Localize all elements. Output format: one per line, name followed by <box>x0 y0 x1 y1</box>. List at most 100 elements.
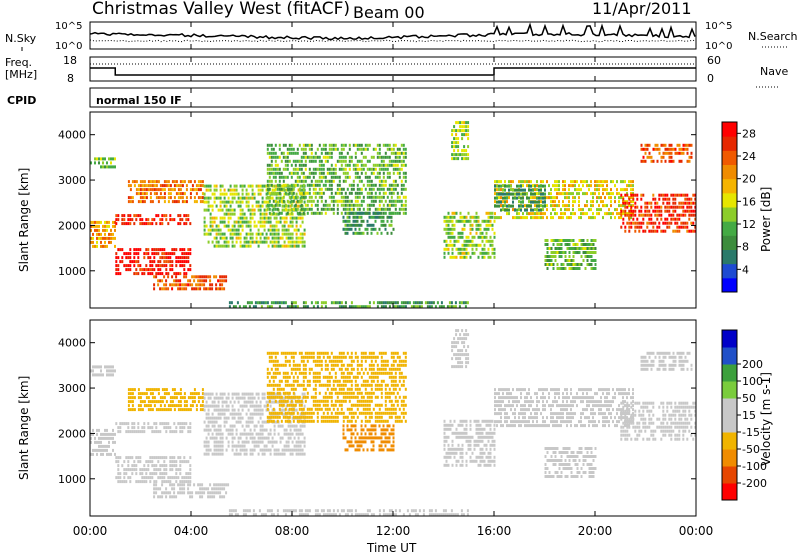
velocity-cell-1 <box>110 373 112 377</box>
power-cell-11 <box>574 196 576 200</box>
velocity-cell-7 <box>324 375 327 379</box>
power-cell-16 <box>424 301 427 305</box>
power-cell-11 <box>534 212 536 216</box>
power-cell-7 <box>354 211 357 215</box>
velocity-cell-7 <box>312 395 315 399</box>
power-cell-16 <box>312 305 315 309</box>
velocity-cell-3 <box>133 422 136 426</box>
power-cell-7 <box>292 167 295 171</box>
power-cell-7 <box>402 163 405 167</box>
power-cell-9 <box>491 223 494 227</box>
power-cell-12 <box>524 208 526 212</box>
power-cell-16 <box>294 305 297 309</box>
power-cell-11 <box>628 184 630 188</box>
power-cell-14 <box>664 229 667 233</box>
power-cell-6 <box>247 200 250 204</box>
power-cell-15 <box>656 159 659 163</box>
velocity-cell-5 <box>155 483 158 487</box>
power-cell-15 <box>670 159 673 163</box>
velocity-cell-2 <box>187 472 190 476</box>
power-cell-14 <box>656 217 659 221</box>
velocity-cell-7 <box>286 351 289 355</box>
power-cell-12 <box>530 200 532 204</box>
power-cell-6 <box>219 208 222 212</box>
power-cell-11 <box>596 196 598 200</box>
power-cell-6 <box>223 244 226 248</box>
power-cell-9 <box>475 211 478 215</box>
velocity-cell-7 <box>304 419 307 423</box>
power-cell-11 <box>560 208 562 212</box>
velocity-cell-3 <box>155 430 158 434</box>
power-cell-9 <box>483 227 486 231</box>
power-cell-16 <box>382 305 385 309</box>
velocity-cell-3 <box>117 426 120 430</box>
power-cell-7 <box>312 171 315 175</box>
power-cell-7 <box>352 203 355 207</box>
velocity-cell-6 <box>231 404 234 408</box>
power-cell-5 <box>207 275 210 279</box>
power-cell-11 <box>530 180 532 184</box>
velocity-cell-6 <box>217 452 220 456</box>
power-cell-2 <box>163 260 166 264</box>
power-cell-14 <box>680 205 683 209</box>
power-cell-11 <box>580 216 582 220</box>
power-cell-6 <box>249 232 252 236</box>
velocity-cell-6 <box>261 392 264 396</box>
power-cell-15 <box>672 147 675 151</box>
velocity-cell-6 <box>253 436 256 440</box>
power-cell-6 <box>215 224 218 228</box>
power-cell-2 <box>147 256 150 260</box>
power-cell-11 <box>586 212 588 216</box>
velocity-cell-3 <box>165 430 168 434</box>
power-cell-16 <box>324 305 327 309</box>
velocity-cell-2 <box>155 456 158 460</box>
power-cell-11 <box>602 200 604 204</box>
velocity-cell-6 <box>271 408 274 412</box>
power-cell-7 <box>314 179 317 183</box>
power-cell-2 <box>149 264 152 268</box>
velocity-cell-6 <box>203 404 206 408</box>
velocity-cell-6 <box>205 412 208 416</box>
power-cell-13 <box>568 267 571 270</box>
power-cell-8 <box>348 227 351 231</box>
velocity-cell-7 <box>284 391 287 395</box>
power-cell-11 <box>598 188 600 192</box>
power-cell-3 <box>167 222 170 226</box>
power-cell-2 <box>165 264 168 268</box>
power-cell-7 <box>292 171 295 175</box>
velocity-cell-4 <box>127 404 130 408</box>
velocity-cell-2 <box>149 476 152 480</box>
velocity-cell-7 <box>280 399 283 403</box>
power-cell-7 <box>384 155 387 159</box>
power-cell-7 <box>278 199 281 203</box>
power-cell-7 <box>332 179 335 183</box>
power-cell-6 <box>281 216 284 220</box>
power-cell-8 <box>358 227 361 231</box>
power-cell-12 <box>516 184 518 188</box>
power-cell-7 <box>336 183 339 187</box>
power-cell-6 <box>219 204 222 208</box>
power-cell-6 <box>255 240 258 244</box>
power-cell-7 <box>274 199 277 203</box>
power-cell-16 <box>362 305 365 309</box>
power-cell-6 <box>273 188 276 192</box>
power-cell-9 <box>447 215 450 219</box>
power-cell-5 <box>221 287 224 291</box>
velocity-cell-7 <box>314 391 317 395</box>
power-cell-7 <box>338 187 341 191</box>
power-cell-6 <box>249 240 252 244</box>
power-cell-13 <box>562 267 565 270</box>
power-cell-14 <box>628 201 631 205</box>
velocity-cell-7 <box>306 355 309 359</box>
power-cell-13 <box>544 263 547 266</box>
power-cell-4 <box>195 188 198 192</box>
power-cell-9 <box>453 227 456 231</box>
power-cell-12 <box>518 192 520 196</box>
velocity-cell-0 <box>104 444 106 448</box>
power-cell-14 <box>654 201 657 205</box>
power-cell-9 <box>461 231 464 235</box>
power-cell-5 <box>213 275 216 279</box>
power-cell-13 <box>548 255 551 258</box>
power-cell-5 <box>221 283 224 287</box>
power-cell-13 <box>590 247 593 250</box>
